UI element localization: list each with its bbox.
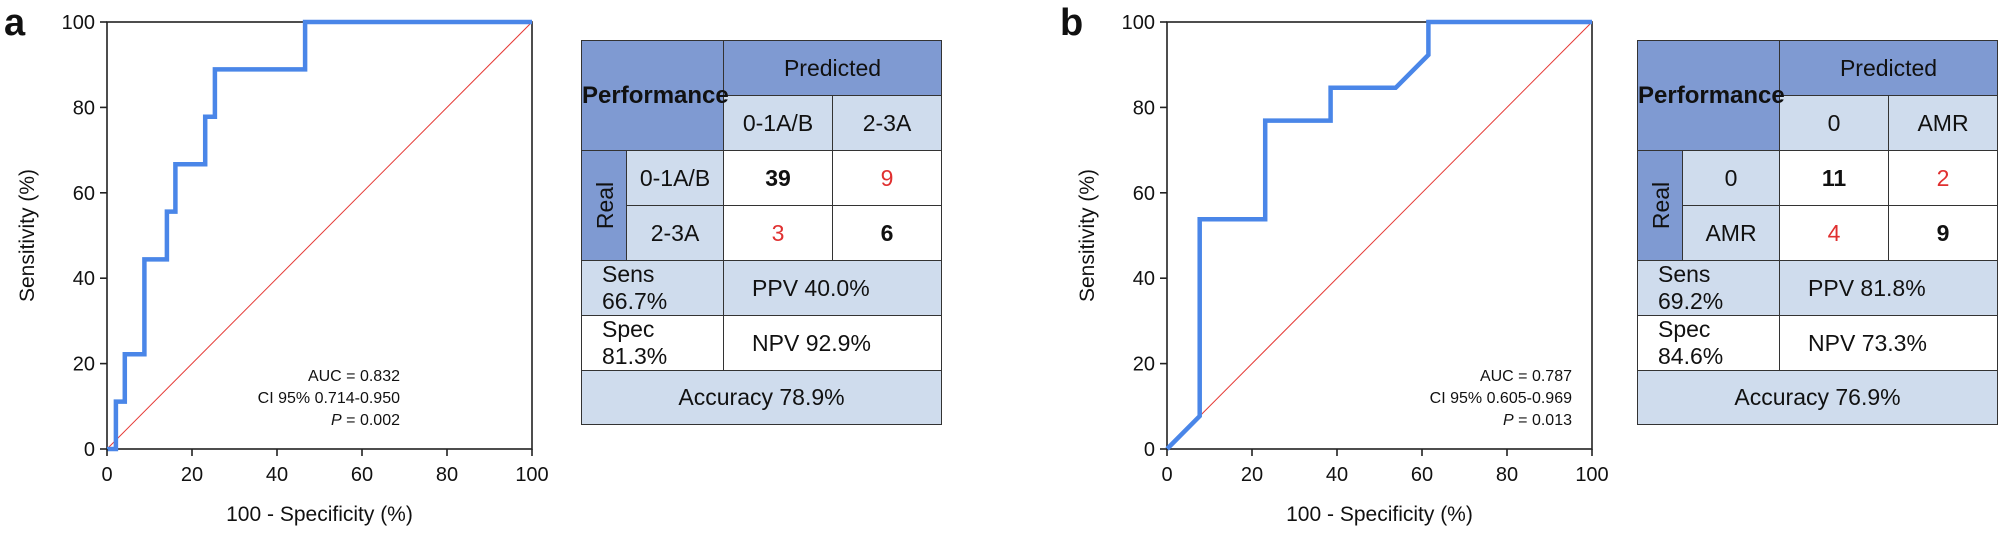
cell-fn-b: 4 bbox=[1779, 205, 1890, 261]
x-axis-label-b: 100 - Specificity (%) bbox=[1286, 503, 1473, 526]
real-class-2-b: AMR bbox=[1681, 205, 1781, 261]
y-tick-label-b: 0 bbox=[1144, 439, 1155, 461]
y-tick-label-a: 40 bbox=[73, 268, 95, 290]
y-tick-label-a: 100 bbox=[62, 12, 95, 34]
x-tick-label-a: 40 bbox=[266, 464, 288, 486]
x-tick-label-a: 20 bbox=[181, 464, 203, 486]
y-tick-label-b: 80 bbox=[1133, 97, 1155, 119]
x-tick-label-a: 0 bbox=[101, 464, 112, 486]
cell-fn-a: 3 bbox=[723, 205, 834, 261]
p-value-b: = 0.013 bbox=[1513, 412, 1572, 429]
spec-a: Spec 81.3% bbox=[580, 315, 725, 371]
confusion-table-b: Performance Predicted 0 AMR Real 0 11 2 … bbox=[1636, 40, 1999, 425]
roc-curve-a bbox=[107, 19, 532, 452]
y-tick-label-a: 20 bbox=[73, 354, 95, 376]
x-tick-label-a: 60 bbox=[351, 464, 373, 486]
p-text-a: P = 0.002 bbox=[331, 412, 400, 430]
x-tick-label-b: 100 bbox=[1575, 464, 1608, 486]
y-tick-label-a: 0 bbox=[84, 439, 95, 461]
sens-b: Sens 69.2% bbox=[1636, 260, 1781, 316]
x-axis-label-a: 100 - Specificity (%) bbox=[226, 503, 413, 526]
auc-text-b: AUC = 0.787 bbox=[1479, 368, 1572, 385]
x-tick-label-b: 80 bbox=[1496, 464, 1518, 486]
performance-header-b: Performance bbox=[1636, 40, 1785, 151]
predicted-header-a: Predicted bbox=[723, 40, 943, 96]
predicted-class-2-b: AMR bbox=[1888, 95, 1999, 151]
spec-b: Spec 84.6% bbox=[1636, 315, 1781, 371]
y-tick-label-a: 80 bbox=[73, 97, 95, 119]
y-tick-label-b: 40 bbox=[1133, 268, 1155, 290]
npv-b: NPV 73.3% bbox=[1779, 315, 1999, 371]
cell-fp-b: 2 bbox=[1888, 150, 1999, 206]
p-label-b: P bbox=[1503, 412, 1514, 429]
y-axis-label-a: Sensitivity (%) bbox=[16, 169, 39, 302]
accuracy-b: Accuracy 76.9% bbox=[1636, 370, 1999, 425]
predicted-class-2-a: 2-3A bbox=[832, 95, 943, 151]
confusion-table-a: Performance Predicted 0-1A/B 2-3A Real 0… bbox=[580, 40, 943, 425]
sens-a: Sens 66.7% bbox=[580, 260, 725, 316]
roc-chart-b: 0 20 40 60 80 100 0 20 40 60 80 100 100 - Specificit… bbox=[1076, 12, 1609, 526]
real-class-1-b: 0 bbox=[1681, 150, 1781, 206]
ci-text-b: CI 95% 0.605-0.969 bbox=[1429, 390, 1572, 407]
ci-text-a: CI 95% 0.714-0.950 bbox=[257, 390, 400, 407]
x-tick-label-a: 100 bbox=[515, 464, 548, 486]
real-label-b: Real bbox=[1648, 181, 1675, 230]
reference-line-a bbox=[106, 21, 533, 450]
y-tick-label-b: 100 bbox=[1122, 12, 1155, 34]
predicted-class-1-b: 0 bbox=[1779, 95, 1890, 151]
performance-header-a: Performance bbox=[580, 40, 729, 151]
x-tick-label-b: 0 bbox=[1161, 464, 1172, 486]
panel-letter-b: b bbox=[1060, 2, 1084, 44]
npv-a: NPV 92.9% bbox=[723, 315, 943, 371]
x-tick-label-b: 20 bbox=[1241, 464, 1263, 486]
x-tick-label-b: 40 bbox=[1326, 464, 1348, 486]
x-tick-label-a: 80 bbox=[436, 464, 458, 486]
reference-line-b bbox=[1166, 21, 1593, 450]
real-label-a: Real bbox=[592, 181, 619, 230]
real-header-b: Real bbox=[1637, 150, 1683, 261]
p-text-b: P = 0.013 bbox=[1503, 412, 1572, 430]
p-value-a: = 0.002 bbox=[341, 412, 400, 429]
real-header-a: Real bbox=[581, 150, 627, 261]
predicted-class-1-a: 0-1A/B bbox=[723, 95, 834, 151]
p-label-a: P bbox=[331, 412, 342, 429]
cell-tn-a: 6 bbox=[832, 205, 943, 261]
roc-chart-a: 0 20 40 60 80 100 0 20 40 60 80 100 100 - Specificit… bbox=[16, 12, 549, 526]
roc-curve-b bbox=[1165, 19, 1592, 451]
real-class-2-a: 2-3A bbox=[625, 205, 725, 261]
ppv-a: PPV 40.0% bbox=[723, 260, 943, 316]
plot-frame-b bbox=[1166, 21, 1593, 450]
auc-text-a: AUC = 0.832 bbox=[307, 368, 400, 385]
cell-fp-a: 9 bbox=[832, 150, 943, 206]
accuracy-a: Accuracy 78.9% bbox=[580, 370, 943, 425]
y-tick-label-b: 20 bbox=[1133, 354, 1155, 376]
ppv-b: PPV 81.8% bbox=[1779, 260, 1999, 316]
x-tick-label-b: 60 bbox=[1411, 464, 1433, 486]
real-class-1-a: 0-1A/B bbox=[625, 150, 725, 206]
cell-tn-b: 9 bbox=[1888, 205, 1999, 261]
predicted-header-b: Predicted bbox=[1779, 40, 1999, 96]
panel-letter-a: a bbox=[4, 2, 26, 44]
y-tick-label-b: 60 bbox=[1133, 183, 1155, 205]
y-axis-label-b: Sensitivity (%) bbox=[1076, 169, 1099, 302]
cell-tp-a: 39 bbox=[723, 150, 834, 206]
y-tick-label-a: 60 bbox=[73, 183, 95, 205]
cell-tp-b: 11 bbox=[1779, 150, 1890, 206]
